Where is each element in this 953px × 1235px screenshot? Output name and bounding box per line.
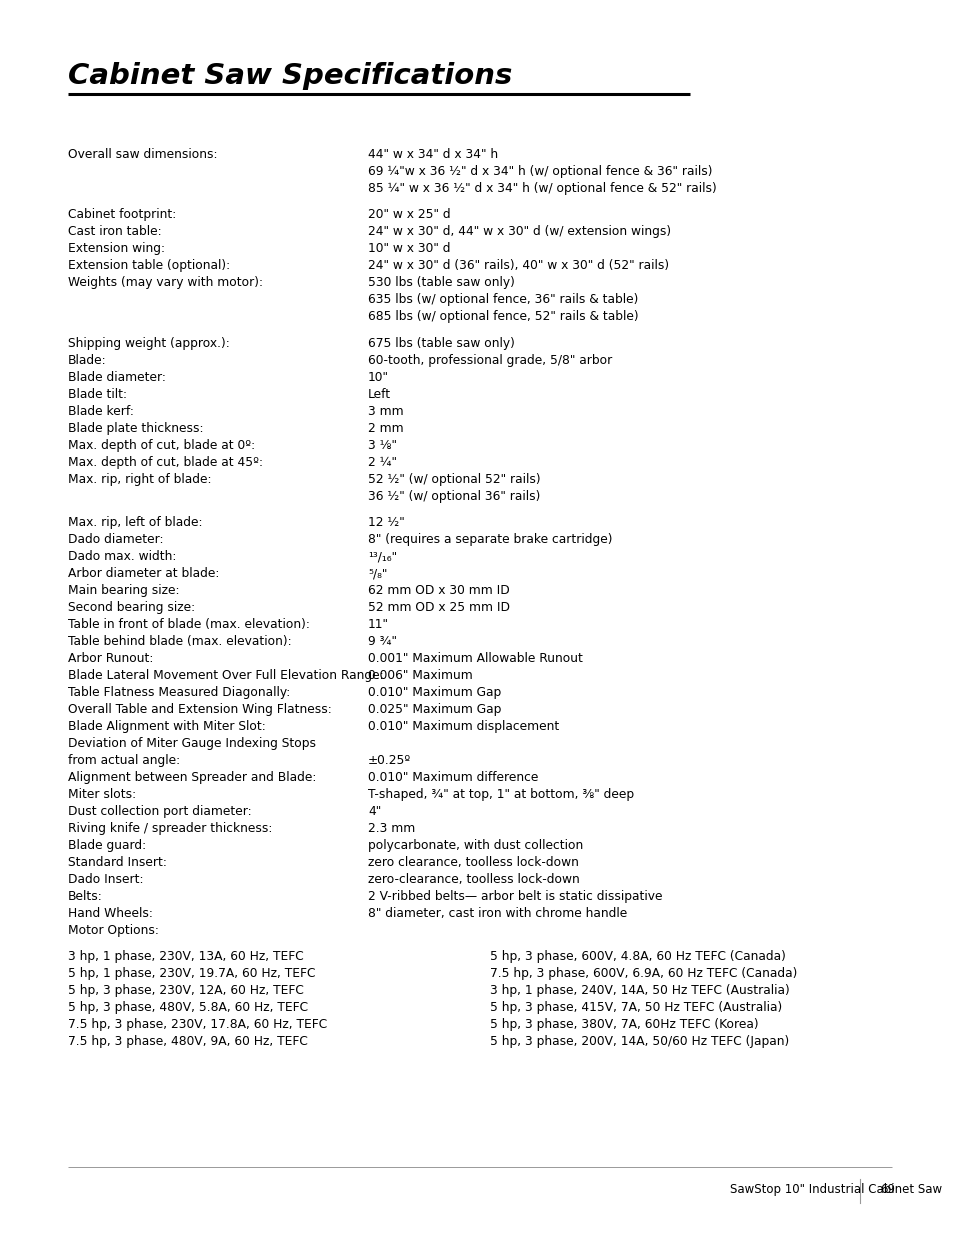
Text: 2 ¼": 2 ¼" — [368, 456, 396, 469]
Text: Miter slots:: Miter slots: — [68, 788, 136, 802]
Text: ⁵/₈": ⁵/₈" — [368, 567, 387, 580]
Text: Deviation of Miter Gauge Indexing Stops: Deviation of Miter Gauge Indexing Stops — [68, 737, 315, 750]
Text: 52 ½" (w/ optional 52" rails): 52 ½" (w/ optional 52" rails) — [368, 473, 540, 485]
Text: Left: Left — [368, 388, 391, 400]
Text: 69: 69 — [879, 1183, 894, 1195]
Text: Max. rip, right of blade:: Max. rip, right of blade: — [68, 473, 212, 485]
Text: Table in front of blade (max. elevation):: Table in front of blade (max. elevation)… — [68, 618, 310, 631]
Text: 5 hp, 3 phase, 415V, 7A, 50 Hz TEFC (Australia): 5 hp, 3 phase, 415V, 7A, 50 Hz TEFC (Aus… — [490, 1000, 781, 1014]
Text: 675 lbs (table saw only): 675 lbs (table saw only) — [368, 337, 515, 350]
Text: 0.001" Maximum Allowable Runout: 0.001" Maximum Allowable Runout — [368, 652, 582, 666]
Text: Blade Lateral Movement Over Full Elevation Range:: Blade Lateral Movement Over Full Elevati… — [68, 669, 383, 682]
Text: 7.5 hp, 3 phase, 230V, 17.8A, 60 Hz, TEFC: 7.5 hp, 3 phase, 230V, 17.8A, 60 Hz, TEF… — [68, 1018, 327, 1030]
Text: 5 hp, 3 phase, 600V, 4.8A, 60 Hz TEFC (Canada): 5 hp, 3 phase, 600V, 4.8A, 60 Hz TEFC (C… — [490, 950, 785, 962]
Text: 530 lbs (table saw only): 530 lbs (table saw only) — [368, 277, 515, 289]
Text: Riving knife / spreader thickness:: Riving knife / spreader thickness: — [68, 823, 273, 835]
Text: 8" diameter, cast iron with chrome handle: 8" diameter, cast iron with chrome handl… — [368, 906, 626, 920]
Text: Blade guard:: Blade guard: — [68, 839, 146, 852]
Text: 36 ½" (w/ optional 36" rails): 36 ½" (w/ optional 36" rails) — [368, 490, 539, 503]
Text: Dado max. width:: Dado max. width: — [68, 550, 176, 563]
Text: Blade kerf:: Blade kerf: — [68, 405, 133, 417]
Text: 7.5 hp, 3 phase, 600V, 6.9A, 60 Hz TEFC (Canada): 7.5 hp, 3 phase, 600V, 6.9A, 60 Hz TEFC … — [490, 967, 797, 979]
Text: 2 V-ribbed belts— arbor belt is static dissipative: 2 V-ribbed belts— arbor belt is static d… — [368, 890, 661, 903]
Text: 5 hp, 3 phase, 480V, 5.8A, 60 Hz, TEFC: 5 hp, 3 phase, 480V, 5.8A, 60 Hz, TEFC — [68, 1000, 308, 1014]
Text: Arbor Runout:: Arbor Runout: — [68, 652, 153, 666]
Text: Cabinet Saw Specifications: Cabinet Saw Specifications — [68, 62, 512, 90]
Text: Extension table (optional):: Extension table (optional): — [68, 259, 230, 273]
Text: Dado diameter:: Dado diameter: — [68, 534, 163, 546]
Text: 12 ½": 12 ½" — [368, 516, 404, 529]
Text: Table behind blade (max. elevation):: Table behind blade (max. elevation): — [68, 635, 292, 648]
Text: Overall saw dimensions:: Overall saw dimensions: — [68, 148, 217, 161]
Text: 0.010" Maximum displacement: 0.010" Maximum displacement — [368, 720, 558, 734]
Text: 62 mm OD x 30 mm ID: 62 mm OD x 30 mm ID — [368, 584, 509, 597]
Text: Overall Table and Extension Wing Flatness:: Overall Table and Extension Wing Flatnes… — [68, 703, 332, 716]
Text: Shipping weight (approx.):: Shipping weight (approx.): — [68, 337, 230, 350]
Text: Weights (may vary with motor):: Weights (may vary with motor): — [68, 277, 263, 289]
Text: 0.010" Maximum Gap: 0.010" Maximum Gap — [368, 687, 500, 699]
Text: Table Flatness Measured Diagonally:: Table Flatness Measured Diagonally: — [68, 687, 290, 699]
Text: Belts:: Belts: — [68, 890, 103, 903]
Text: Main bearing size:: Main bearing size: — [68, 584, 179, 597]
Text: 52 mm OD x 25 mm ID: 52 mm OD x 25 mm ID — [368, 601, 510, 614]
Text: polycarbonate, with dust collection: polycarbonate, with dust collection — [368, 839, 582, 852]
Text: 69 ¼"w x 36 ½" d x 34" h (w/ optional fence & 36" rails): 69 ¼"w x 36 ½" d x 34" h (w/ optional fe… — [368, 165, 712, 178]
Text: Cabinet footprint:: Cabinet footprint: — [68, 209, 176, 221]
Text: 0.006" Maximum: 0.006" Maximum — [368, 669, 473, 682]
Text: Hand Wheels:: Hand Wheels: — [68, 906, 152, 920]
Text: 5 hp, 1 phase, 230V, 19.7A, 60 Hz, TEFC: 5 hp, 1 phase, 230V, 19.7A, 60 Hz, TEFC — [68, 967, 315, 979]
Text: Blade plate thickness:: Blade plate thickness: — [68, 421, 203, 435]
Text: ¹³/₁₆": ¹³/₁₆" — [368, 550, 396, 563]
Text: 3 ⅛": 3 ⅛" — [368, 438, 396, 452]
Text: 24" w x 30" d (36" rails), 40" w x 30" d (52" rails): 24" w x 30" d (36" rails), 40" w x 30" d… — [368, 259, 668, 273]
Text: Dust collection port diameter:: Dust collection port diameter: — [68, 805, 252, 818]
Text: 635 lbs (w/ optional fence, 36" rails & table): 635 lbs (w/ optional fence, 36" rails & … — [368, 294, 638, 306]
Text: 24" w x 30" d, 44" w x 30" d (w/ extension wings): 24" w x 30" d, 44" w x 30" d (w/ extensi… — [368, 225, 670, 238]
Text: Motor Options:: Motor Options: — [68, 924, 159, 937]
Text: 9 ¾": 9 ¾" — [368, 635, 396, 648]
Text: Blade diameter:: Blade diameter: — [68, 370, 166, 384]
Text: 5 hp, 3 phase, 380V, 7A, 60Hz TEFC (Korea): 5 hp, 3 phase, 380V, 7A, 60Hz TEFC (Kore… — [490, 1018, 758, 1030]
Text: 2 mm: 2 mm — [368, 421, 403, 435]
Text: Max. rip, left of blade:: Max. rip, left of blade: — [68, 516, 202, 529]
Text: Blade tilt:: Blade tilt: — [68, 388, 127, 400]
Text: 685 lbs (w/ optional fence, 52" rails & table): 685 lbs (w/ optional fence, 52" rails & … — [368, 310, 638, 324]
Text: 3 hp, 1 phase, 230V, 13A, 60 Hz, TEFC: 3 hp, 1 phase, 230V, 13A, 60 Hz, TEFC — [68, 950, 303, 962]
Text: 5 hp, 3 phase, 200V, 14A, 50/60 Hz TEFC (Japan): 5 hp, 3 phase, 200V, 14A, 50/60 Hz TEFC … — [490, 1035, 788, 1047]
Text: 20" w x 25" d: 20" w x 25" d — [368, 209, 450, 221]
Text: zero-clearance, toolless lock-down: zero-clearance, toolless lock-down — [368, 873, 579, 885]
Text: 60-tooth, professional grade, 5/8" arbor: 60-tooth, professional grade, 5/8" arbor — [368, 353, 612, 367]
Text: ±0.25º: ±0.25º — [368, 755, 411, 767]
Text: 4": 4" — [368, 805, 381, 818]
Text: T-shaped, ¾" at top, 1" at bottom, ⅜" deep: T-shaped, ¾" at top, 1" at bottom, ⅜" de… — [368, 788, 634, 802]
Text: Arbor diameter at blade:: Arbor diameter at blade: — [68, 567, 219, 580]
Text: Cast iron table:: Cast iron table: — [68, 225, 161, 238]
Text: 3 hp, 1 phase, 240V, 14A, 50 Hz TEFC (Australia): 3 hp, 1 phase, 240V, 14A, 50 Hz TEFC (Au… — [490, 983, 789, 997]
Text: zero clearance, toolless lock-down: zero clearance, toolless lock-down — [368, 856, 578, 869]
Text: 3 mm: 3 mm — [368, 405, 403, 417]
Text: Blade:: Blade: — [68, 353, 107, 367]
Text: 2.3 mm: 2.3 mm — [368, 823, 415, 835]
Text: 85 ¼" w x 36 ½" d x 34" h (w/ optional fence & 52" rails): 85 ¼" w x 36 ½" d x 34" h (w/ optional f… — [368, 182, 716, 195]
Text: 44" w x 34" d x 34" h: 44" w x 34" d x 34" h — [368, 148, 497, 161]
Text: 10" w x 30" d: 10" w x 30" d — [368, 242, 450, 256]
Text: Dado Insert:: Dado Insert: — [68, 873, 143, 885]
Text: Alignment between Spreader and Blade:: Alignment between Spreader and Blade: — [68, 771, 316, 784]
Text: Max. depth of cut, blade at 0º:: Max. depth of cut, blade at 0º: — [68, 438, 254, 452]
Text: 10": 10" — [368, 370, 389, 384]
Text: from actual angle:: from actual angle: — [68, 755, 180, 767]
Text: 0.010" Maximum difference: 0.010" Maximum difference — [368, 771, 537, 784]
Text: 0.025" Maximum Gap: 0.025" Maximum Gap — [368, 703, 501, 716]
Text: Extension wing:: Extension wing: — [68, 242, 165, 256]
Text: SawStop 10" Industrial Cabinet Saw: SawStop 10" Industrial Cabinet Saw — [729, 1183, 942, 1195]
Text: 11": 11" — [368, 618, 389, 631]
Text: Standard Insert:: Standard Insert: — [68, 856, 167, 869]
Text: Max. depth of cut, blade at 45º:: Max. depth of cut, blade at 45º: — [68, 456, 263, 469]
Text: 5 hp, 3 phase, 230V, 12A, 60 Hz, TEFC: 5 hp, 3 phase, 230V, 12A, 60 Hz, TEFC — [68, 983, 304, 997]
Text: Blade Alignment with Miter Slot:: Blade Alignment with Miter Slot: — [68, 720, 266, 734]
Text: 7.5 hp, 3 phase, 480V, 9A, 60 Hz, TEFC: 7.5 hp, 3 phase, 480V, 9A, 60 Hz, TEFC — [68, 1035, 308, 1047]
Text: 8" (requires a separate brake cartridge): 8" (requires a separate brake cartridge) — [368, 534, 612, 546]
Text: Second bearing size:: Second bearing size: — [68, 601, 195, 614]
